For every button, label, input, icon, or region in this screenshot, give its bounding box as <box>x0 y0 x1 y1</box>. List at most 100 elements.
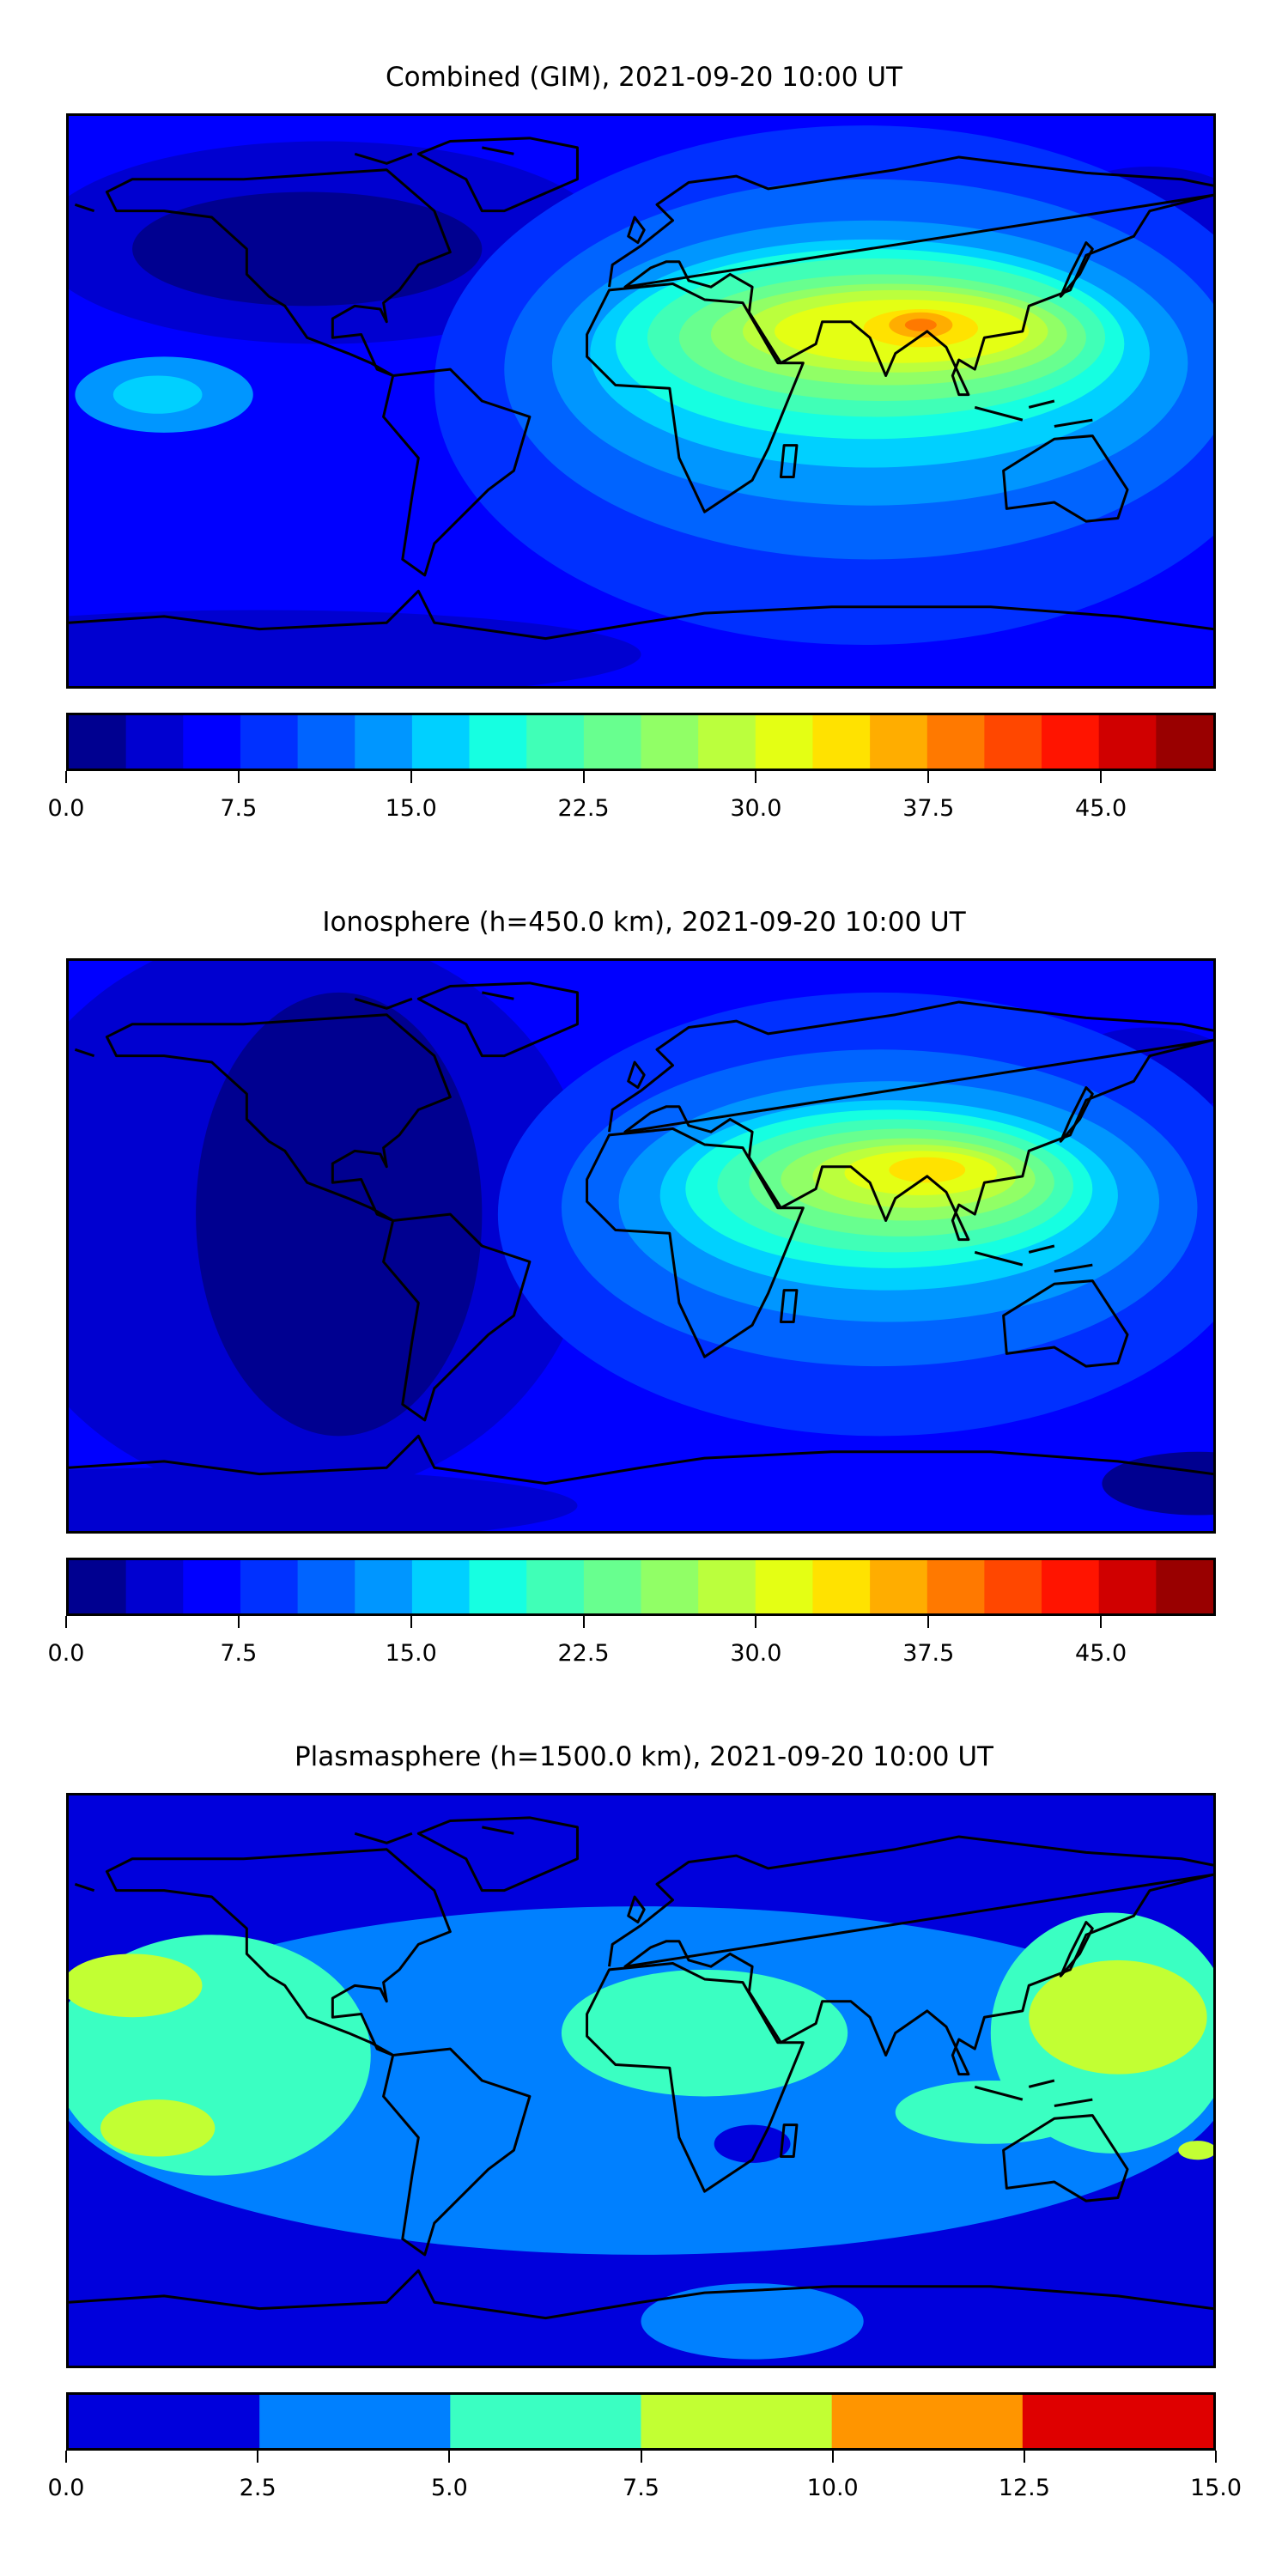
colorbar-segment <box>583 715 642 769</box>
world-map-heatmap <box>66 113 1216 689</box>
coastline <box>781 2125 797 2157</box>
coastline <box>1060 1923 1092 1977</box>
colorbar-segment <box>69 2395 264 2448</box>
colorbar-segment <box>240 715 299 769</box>
colorbar-segment <box>870 1560 929 1613</box>
colorbar-tick-label: 45.0 <box>1075 1640 1127 1667</box>
coastline <box>781 446 797 477</box>
coastline <box>609 157 1213 395</box>
colorbar-tick <box>65 2451 67 2463</box>
colorbar-tick-label: 0.0 <box>47 2475 85 2501</box>
colorbar-segment <box>755 715 814 769</box>
contour-region <box>641 2283 864 2360</box>
panel-title: Plasmasphere (h=1500.0 km), 2021-09-20 1… <box>294 1741 993 1772</box>
coastline <box>587 1129 804 1358</box>
colorbar-segment <box>831 2395 1027 2448</box>
coastline <box>106 1850 450 2056</box>
colorbar-segment <box>259 2395 454 2448</box>
colorbar-tick <box>1023 2451 1025 2463</box>
colorbar-tick <box>927 771 930 783</box>
contour-region <box>69 1467 578 1531</box>
colorbar-tick <box>640 2451 642 2463</box>
colorbar-segment <box>641 1560 700 1613</box>
contour-region <box>1102 1451 1213 1516</box>
coastline <box>384 369 530 575</box>
contour-region <box>132 191 483 307</box>
colorbar-segment <box>984 715 1043 769</box>
colorbar-tick-label: 5.0 <box>430 2475 468 2501</box>
coastline <box>781 1291 797 1322</box>
contour-region <box>889 1157 966 1183</box>
colorbar-tick-label: 37.5 <box>902 795 955 822</box>
colorbar-segment <box>583 1560 642 1613</box>
colorbar-tick <box>927 1616 930 1628</box>
coastline <box>975 401 1092 427</box>
coastline <box>418 983 577 1056</box>
colorbar-tick <box>1215 2451 1217 2463</box>
colorbar-tick-label: 22.5 <box>557 795 610 822</box>
colorbar-tick-label: 7.5 <box>220 1640 258 1667</box>
colorbar-segment <box>69 715 127 769</box>
colorbar <box>66 713 1216 771</box>
colorbar-segment <box>411 715 471 769</box>
colorbar-segment <box>411 1560 471 1613</box>
colorbar-segment <box>698 715 757 769</box>
contour-region <box>561 1969 848 2097</box>
coastline <box>75 148 513 211</box>
colorbar-tick <box>582 1616 585 1628</box>
coastline <box>1004 1281 1127 1367</box>
coastline <box>106 1015 450 1221</box>
colorbar <box>66 2392 1216 2451</box>
colorbar-segment <box>812 715 872 769</box>
colorbar-segment <box>69 1560 127 1613</box>
colorbar-segment <box>183 715 242 769</box>
colorbar-tick-label: 0.0 <box>47 795 85 822</box>
colorbar-segment <box>984 1560 1043 1613</box>
colorbar-tick-label: 2.5 <box>239 2475 276 2501</box>
coastline <box>975 1246 1092 1272</box>
colorbar-tick <box>755 1616 757 1628</box>
coastline <box>629 1062 645 1088</box>
coastline <box>384 2049 530 2255</box>
colorbar-tick-label: 0.0 <box>47 1640 85 1667</box>
colorbar-tick <box>65 771 67 783</box>
colorbar-tick <box>1100 1616 1103 1628</box>
colorbar-segment <box>870 715 929 769</box>
colorbar-segment <box>1156 1560 1213 1613</box>
contour-region <box>69 610 641 686</box>
colorbar-segment <box>641 715 700 769</box>
coastline <box>609 1002 1213 1240</box>
colorbar-segment <box>355 715 414 769</box>
colorbar-segment <box>297 715 356 769</box>
colorbar-segment <box>812 1560 872 1613</box>
colorbar-tick-label: 30.0 <box>730 1640 782 1667</box>
colorbar-segment <box>1042 1560 1101 1613</box>
colorbar-segment <box>698 1560 757 1613</box>
colorbar-tick-label: 30.0 <box>730 795 782 822</box>
colorbar-segment <box>755 1560 814 1613</box>
colorbar-segment <box>1098 715 1157 769</box>
colorbar-tick <box>65 1616 67 1628</box>
coastline <box>975 2081 1092 2106</box>
contour-region <box>1029 1959 1207 2075</box>
coastline <box>69 1436 1213 1483</box>
coastline <box>1060 243 1092 297</box>
colorbar-segment <box>927 715 986 769</box>
colorbar-segment <box>1022 2395 1213 2448</box>
coastline <box>587 1964 804 2192</box>
colorbar-tick <box>1100 771 1103 783</box>
colorbar-tick <box>257 2451 259 2463</box>
coastline <box>629 217 645 243</box>
colorbar-segment <box>450 2395 645 2448</box>
coastline <box>106 170 450 376</box>
colorbar-segment <box>526 1560 586 1613</box>
colorbar-tick-label: 7.5 <box>623 2475 659 2501</box>
colorbar-tick-label: 7.5 <box>220 795 258 822</box>
colorbar-segment <box>183 1560 242 1613</box>
colorbar-tick-label: 45.0 <box>1075 795 1127 822</box>
colorbar-segment <box>1098 1560 1157 1613</box>
colorbar-segment <box>125 715 185 769</box>
colorbar-tick <box>237 1616 240 1628</box>
panel-title: Combined (GIM), 2021-09-20 10:00 UT <box>386 62 902 93</box>
colorbar-segment <box>355 1560 414 1613</box>
